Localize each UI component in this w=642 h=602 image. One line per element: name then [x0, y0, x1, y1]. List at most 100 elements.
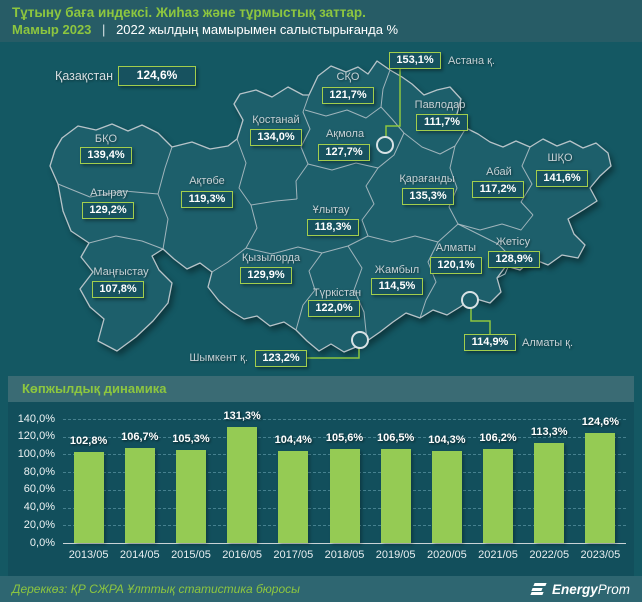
- city-marker-icon: [461, 291, 479, 309]
- logo-text-bold: Energy: [551, 581, 598, 597]
- page-title: Тұтыну баға индексі. Жиһаз және тұрмысты…: [12, 5, 366, 20]
- bar: [227, 426, 258, 543]
- callout-line: [470, 308, 491, 334]
- region-value-box: 129,9%: [240, 267, 292, 284]
- country-value-box: 124,6%: [118, 66, 196, 86]
- region-name-label: ШҚО: [547, 152, 573, 164]
- bar-value-label: 106,2%: [479, 431, 517, 444]
- region-name-label: СҚО: [336, 71, 360, 83]
- callout-line: [307, 348, 360, 359]
- region-name-label: Ақмола: [325, 128, 365, 140]
- x-axis-label: 2018/05: [324, 549, 365, 561]
- gridline: [63, 436, 626, 438]
- region-name-label: Жамбыл: [374, 264, 420, 276]
- city-marker-icon: [351, 331, 369, 349]
- comparison-label: 2022 жылдың мамырымен салыстырығанда %: [116, 22, 399, 37]
- region-name-label: БҚО: [94, 133, 118, 145]
- region-borders: [57, 69, 534, 342]
- country-name-label: Қазақстан: [55, 69, 113, 83]
- x-axis-label: 2017/05: [273, 549, 314, 561]
- y-axis-tick: 140,0%: [17, 412, 55, 425]
- city-value-box: 123,2%: [255, 350, 307, 367]
- bar: [175, 449, 206, 543]
- country-outline: [49, 60, 612, 353]
- bar: [329, 449, 360, 543]
- region-value-box: 121,7%: [322, 87, 374, 104]
- bar-chart: 0,0% 20,0% 40,0% 60,0% 80,0% 100,0% 120,0% 140,…: [8, 402, 634, 576]
- source-note: Дереккөз: ҚР СЖРА Ұлттық статистика бюро…: [12, 582, 300, 596]
- header: Тұтыну баға индексі. Жиһаз және тұрмысты…: [0, 0, 642, 42]
- x-axis-label: 2020/05: [426, 549, 467, 561]
- region-value-box: 129,2%: [82, 202, 134, 219]
- city-callouts: [307, 69, 491, 359]
- city-value-box: 114,9%: [464, 334, 516, 351]
- y-axis-tick: 100,0%: [17, 447, 55, 460]
- x-axis-label: 2021/05: [478, 549, 518, 561]
- region-value-box: 139,4%: [80, 147, 132, 164]
- energyprom-logo: Energy Prom: [530, 581, 630, 597]
- logo-text-light: Prom: [597, 581, 630, 597]
- region-name-label: Павлодар: [414, 99, 466, 111]
- y-axis-tick: 80,0%: [23, 465, 55, 478]
- x-axis-label: 2015/05: [171, 549, 211, 561]
- region-name-label: Абай: [486, 166, 512, 178]
- footer: Дереккөз: ҚР СЖРА Ұлттық статистика бюро…: [0, 576, 642, 602]
- separator: |: [102, 22, 106, 37]
- bar-value-label: 106,7%: [121, 431, 159, 444]
- bar: [73, 451, 104, 543]
- city-marker-icon: [376, 136, 394, 154]
- region-value-box: 127,7%: [318, 144, 370, 161]
- region-value-box: 114,5%: [371, 278, 423, 295]
- region-name-label: Қостанай: [252, 114, 300, 126]
- bar-value-label: 131,3%: [223, 409, 261, 422]
- dynamics-title: Көпжылдық динамика: [8, 376, 634, 402]
- bar: [278, 450, 309, 543]
- x-axis-label: 2019/05: [375, 549, 416, 561]
- region-value-box: 111,7%: [416, 114, 468, 131]
- region-name-label: Алматы: [435, 242, 477, 254]
- city-name-label: Алматы қ.: [522, 337, 574, 349]
- region-name-label: Түркістан: [312, 287, 362, 299]
- region-name-label: Маңғыстау: [93, 266, 149, 278]
- region-value-box: 141,6%: [536, 170, 588, 187]
- region-name-label: Атырау: [90, 187, 128, 199]
- region-value-box: 118,3%: [307, 219, 359, 236]
- y-axis-tick: 40,0%: [23, 501, 55, 514]
- bar-value-label: 102,8%: [69, 434, 108, 447]
- bar: [124, 448, 155, 543]
- bar-value-label: 124,6%: [581, 415, 620, 428]
- region-value-box: 135,3%: [402, 188, 454, 205]
- x-axis-label: 2013/05: [68, 549, 109, 561]
- bar-value-label: 106,5%: [377, 431, 415, 444]
- x-axis-label: 2016/05: [222, 549, 262, 561]
- region-value-box: 134,0%: [250, 129, 302, 146]
- region-name-label: Қызылорда: [241, 252, 301, 264]
- bar-value-label: 105,3%: [172, 432, 210, 445]
- y-axis-tick: 120,0%: [17, 430, 55, 443]
- x-axis-label: 2014/05: [119, 549, 160, 561]
- region-value-box: 128,9%: [488, 251, 540, 268]
- gridline: [63, 419, 626, 420]
- bar: [380, 448, 411, 543]
- bar-value-label: 105,6%: [325, 432, 364, 445]
- y-axis-tick: 20,0%: [23, 518, 55, 531]
- city-name-label: Астана қ.: [448, 55, 495, 67]
- period-label: Мамыр 2023: [12, 22, 92, 37]
- bar-value-label: 104,3%: [428, 433, 466, 446]
- page-subtitle-row: Мамыр 2023 | 2022 жылдың мамырымен салыс…: [12, 21, 630, 39]
- region-value-box: 119,3%: [181, 191, 233, 208]
- bar-value-label: 113,3%: [530, 425, 568, 438]
- y-axis-tick: 0,0%: [29, 536, 55, 549]
- logo-e-icon: [530, 582, 547, 597]
- x-axis-label: 2023/05: [580, 549, 621, 561]
- region-value-box: 117,2%: [472, 181, 524, 198]
- bar: [534, 442, 565, 543]
- region-value-box: 107,8%: [92, 281, 144, 298]
- dynamics-panel: Көпжылдық динамика 0,0% 20,0% 40,0% 60,0% 80…: [8, 376, 634, 576]
- bar: [483, 448, 514, 543]
- bar: [431, 450, 462, 543]
- region-name-label: Ақтөбе: [189, 175, 225, 187]
